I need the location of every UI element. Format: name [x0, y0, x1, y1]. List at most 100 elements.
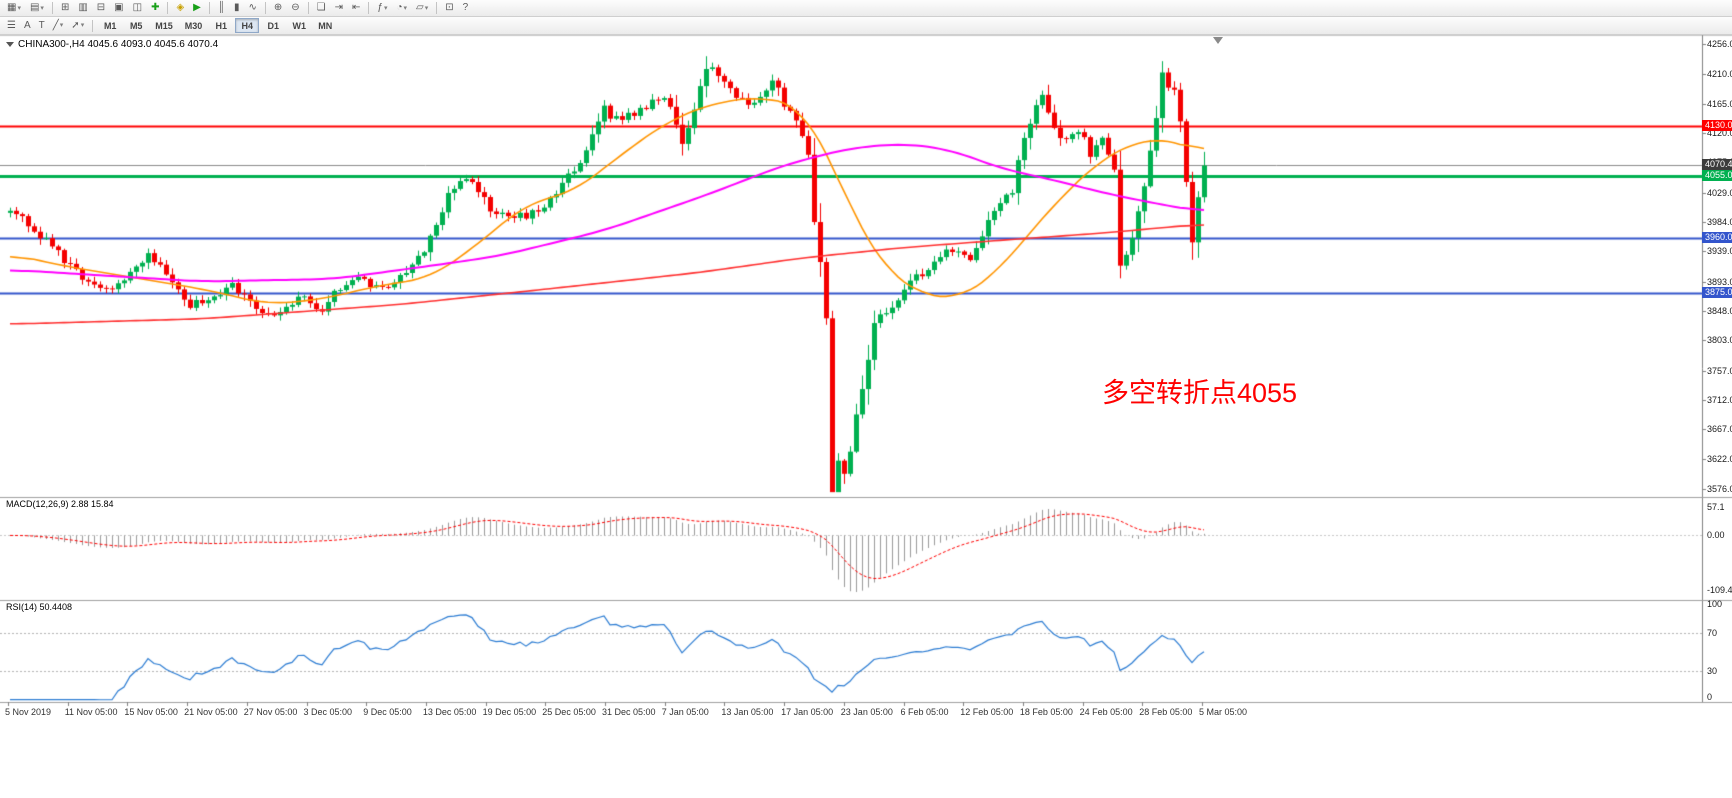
dropdown-caret-icon: ▾ — [80, 22, 85, 29]
autotrading-button[interactable]: ▶ — [189, 1, 205, 15]
new-chart-button[interactable]: ▦ ▾ — [3, 1, 25, 15]
data-window-icon: ▥ — [78, 2, 88, 13]
timeframe-mn-button[interactable]: MN — [313, 18, 337, 33]
print-icon: ⊡ — [445, 2, 454, 13]
macd-indicator-label: MACD(12,26,9) 2.88 15.84 — [6, 499, 114, 509]
panel-separator[interactable] — [0, 496, 1732, 500]
main-toolbar: ▦ ▾ ▤ ▾ ⊞ ▥ ⊟ ▣ ◫ ✚ ◈ ▶ ║ ▮ ∿ ⊕ ⊖ ❏ ⇥ ⇤ ƒ ▾ ◔ ▾ ▱ ▾ ⊡? — [0, 0, 1732, 17]
help-button[interactable]: ? — [459, 1, 473, 15]
time-axis-label: 24 Feb 05:00 — [1079, 707, 1133, 717]
line-studies-timeframe-toolbar: ☰ A T ╱ ▾ ➚ ▾ M1 M5 M15 M30 H1 H4 D1 W1 MN — [0, 17, 1732, 35]
one-click-trading-arrow-icon[interactable] — [6, 42, 14, 47]
price-axis-label: 4256.0 — [1707, 39, 1732, 49]
terminal-button[interactable]: ▣ — [110, 1, 127, 15]
label-tool-button[interactable]: T — [35, 19, 49, 33]
line-tools-icon: ╱ — [52, 19, 59, 31]
tile-windows-button[interactable]: ❏ — [313, 1, 330, 15]
time-axis-label: 27 Nov 05:00 — [243, 707, 298, 717]
rsi-axis-label: 30 — [1707, 666, 1718, 677]
chart-shift-icon: ⇤ — [352, 2, 361, 13]
dropdown-caret-icon: ▾ — [59, 22, 64, 29]
candlestick-chart-button[interactable]: ▮ — [230, 1, 244, 15]
time-axis-label: 23 Jan 05:00 — [840, 707, 893, 717]
time-axis-label: 28 Feb 05:00 — [1139, 707, 1193, 717]
macd-axis-label: 57.1 — [1707, 502, 1725, 512]
time-axis-label: 7 Jan 05:00 — [661, 707, 709, 717]
resistance-line-price-tag: 4130.0 — [1702, 120, 1732, 132]
auto-scroll-button[interactable]: ⇥ — [331, 1, 347, 15]
market-watch-button[interactable]: ⊞ — [57, 1, 73, 15]
toolbar-separator — [208, 2, 210, 14]
zoom-out-icon: ⊖ — [291, 2, 300, 13]
zoom-out-button[interactable]: ⊖ — [287, 1, 303, 15]
dropdown-caret-icon: ▾ — [424, 4, 429, 12]
symbol-ohlc-label: CHINA300-,H4 4045.6 4093.0 4045.6 4070.4 — [18, 39, 219, 50]
price-axis-label: 3848.0 — [1707, 306, 1732, 316]
timeframe-m1-button[interactable]: M1 — [98, 18, 122, 33]
time-axis-label: 3 Dec 05:00 — [303, 707, 353, 717]
timeframe-d1-button[interactable]: D1 — [261, 18, 285, 33]
text-tool-button[interactable]: A — [20, 19, 35, 33]
line-chart-icon: ∿ — [248, 2, 257, 13]
bar-chart-icon: ║ — [217, 2, 225, 13]
market-watch-icon: ⊞ — [60, 2, 70, 13]
print-button[interactable]: ⊡ — [441, 1, 457, 15]
indicators-icon: ƒ — [377, 2, 383, 13]
objects-list-icon: ☰ — [7, 19, 16, 31]
zoom-in-button[interactable]: ⊕ — [270, 1, 286, 15]
objects-list-button[interactable]: ☰ — [3, 19, 20, 33]
panel-separator[interactable] — [0, 599, 1732, 603]
price-axis-label: 3622.0 — [1707, 453, 1732, 464]
indicators-button[interactable]: ƒ ▾ — [373, 1, 391, 15]
timeframe-h1-button[interactable]: H1 — [209, 18, 233, 33]
toolbar-separator — [368, 2, 370, 14]
navigator-button[interactable]: ⊟ — [93, 1, 109, 15]
time-axis-label: 5 Mar 05:00 — [1199, 707, 1248, 717]
timeframe-m15-button[interactable]: M15 — [150, 18, 178, 33]
time-axis-label: 31 Dec 05:00 — [602, 707, 656, 717]
toolbar-separator — [92, 19, 94, 32]
time-axis-label: 21 Nov 05:00 — [184, 707, 238, 717]
periods-button[interactable]: ◔ ▾ — [392, 1, 411, 15]
line-tools-button[interactable]: ╱ ▾ — [49, 19, 68, 33]
profiles-button[interactable]: ▤ ▾ — [26, 1, 48, 15]
dropdown-caret-icon: ▾ — [383, 4, 388, 12]
new-order-button[interactable]: ✚ — [147, 1, 163, 15]
chart-shift-button[interactable]: ⇤ — [348, 1, 364, 15]
metaeditor-button[interactable]: ◈ — [172, 1, 188, 15]
data-window-button[interactable]: ▥ — [74, 1, 91, 15]
chart-annotation-text: 多空转折点4055 — [1102, 378, 1298, 408]
help-icon: ? — [462, 2, 469, 13]
bar-chart-button[interactable]: ║ — [214, 1, 229, 15]
rsi-indicator-label: RSI(14) 50.4408 — [6, 602, 73, 612]
timeframe-m30-button[interactable]: M30 — [180, 18, 208, 33]
time-axis-label: 13 Dec 05:00 — [422, 707, 477, 717]
chart-shift-marker-icon[interactable] — [1213, 37, 1223, 44]
metaeditor-icon: ◈ — [176, 2, 185, 13]
support-line-2-price-tag: 3875.0 — [1702, 287, 1732, 299]
strategy-tester-button[interactable]: ◫ — [129, 1, 146, 15]
timeframe-m5-button[interactable]: M5 — [124, 18, 148, 33]
time-axis-label: 12 Feb 05:00 — [960, 707, 1014, 717]
templates-button[interactable]: ▱ ▾ — [412, 1, 432, 15]
price-axis-label: 3803.0 — [1707, 335, 1732, 346]
new-chart-icon: ▦ — [7, 2, 17, 13]
candlestick-chart-icon: ▮ — [233, 2, 240, 13]
price-axis-label: 3893.0 — [1707, 276, 1732, 287]
support-line-1-price-tag: 3960.0 — [1702, 231, 1732, 243]
templates-icon: ▱ — [416, 2, 424, 13]
line-chart-button[interactable]: ∿ — [244, 1, 260, 15]
price-axis-label: 4029.0 — [1707, 187, 1732, 198]
timeframe-h4-button[interactable]: H4 — [235, 18, 260, 33]
price-axis-label: 3757.0 — [1707, 365, 1732, 376]
arrow-tools-button[interactable]: ➚ ▾ — [67, 19, 88, 33]
time-axis-label: 13 Jan 05:00 — [721, 707, 774, 717]
time-axis-label: 18 Feb 05:00 — [1019, 707, 1073, 717]
price-axis-label: 4210.0 — [1707, 69, 1732, 80]
price-axis-label: 3984.0 — [1707, 217, 1732, 227]
rsi-axis-label: 0 — [1707, 692, 1713, 702]
timeframe-w1-button[interactable]: W1 — [287, 18, 311, 33]
time-axis-label: 11 Nov 05:00 — [64, 707, 118, 717]
navigator-icon: ⊟ — [96, 2, 106, 13]
